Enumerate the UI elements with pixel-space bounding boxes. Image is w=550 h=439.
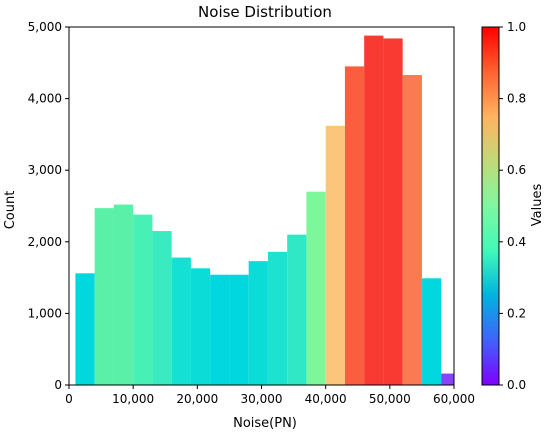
colorbar-gradient [481,26,500,386]
colorbar-tick-label: 1.0 [507,20,526,34]
x-tick-label: 20,000 [176,392,218,406]
y-tick-label: 5,000 [28,20,62,34]
histogram-bar [133,214,153,385]
colorbar-tick-label: 0.0 [507,378,526,392]
histogram-bar [364,35,384,385]
colorbar-tick-label: 0.8 [507,92,526,106]
histogram-bar [171,257,191,385]
histogram-bar [190,268,211,385]
x-tick-label: 40,000 [305,392,347,406]
histogram-bar [402,74,422,386]
histogram-bar [287,234,307,385]
x-tick-label: 30,000 [241,392,283,406]
histogram-bar [421,278,442,385]
y-tick-label: 4,000 [28,92,62,106]
x-tick-label: 50,000 [369,392,411,406]
y-tick-label: 3,000 [28,163,62,177]
x-tick-label: 60,000 [433,392,475,406]
colorbar-tick-label: 0.6 [507,163,526,177]
y-tick-label: 0 [54,378,62,392]
y-tick-label: 1,000 [28,306,62,320]
histogram-bar [441,373,454,385]
histogram-bar [344,66,365,385]
histogram-bar [383,38,403,386]
x-tick-label: 0 [65,392,73,406]
histogram-bar [229,274,249,385]
bars-layer [75,35,454,386]
histogram-bar [152,231,172,385]
histogram-bar [113,204,134,385]
histogram-bar [210,274,230,385]
histogram-bar [325,125,345,386]
y-axis-label: Count [3,191,18,230]
histogram-bar [75,273,95,385]
colorbar-tick-label: 0.4 [507,235,526,249]
histogram-bar [94,208,114,385]
chart-title: Noise Distribution [198,3,332,21]
histogram-bar [267,251,288,385]
x-tick-label: 10,000 [112,392,154,406]
x-axis-label: Noise(PN) [233,416,297,431]
axes-layer: 0 10,000 20,000 30,000 40,000 50,000 60,000 0 1,… [28,20,475,406]
histogram-bar [248,261,268,385]
histogram-bar [306,191,326,385]
y-tick-label: 2,000 [28,235,62,249]
colorbar-tick-label: 0.2 [507,306,526,320]
colorbar-label: Values [530,184,545,227]
colorbar: 0.0 0.2 0.4 0.6 0.8 1.0 [481,20,526,392]
